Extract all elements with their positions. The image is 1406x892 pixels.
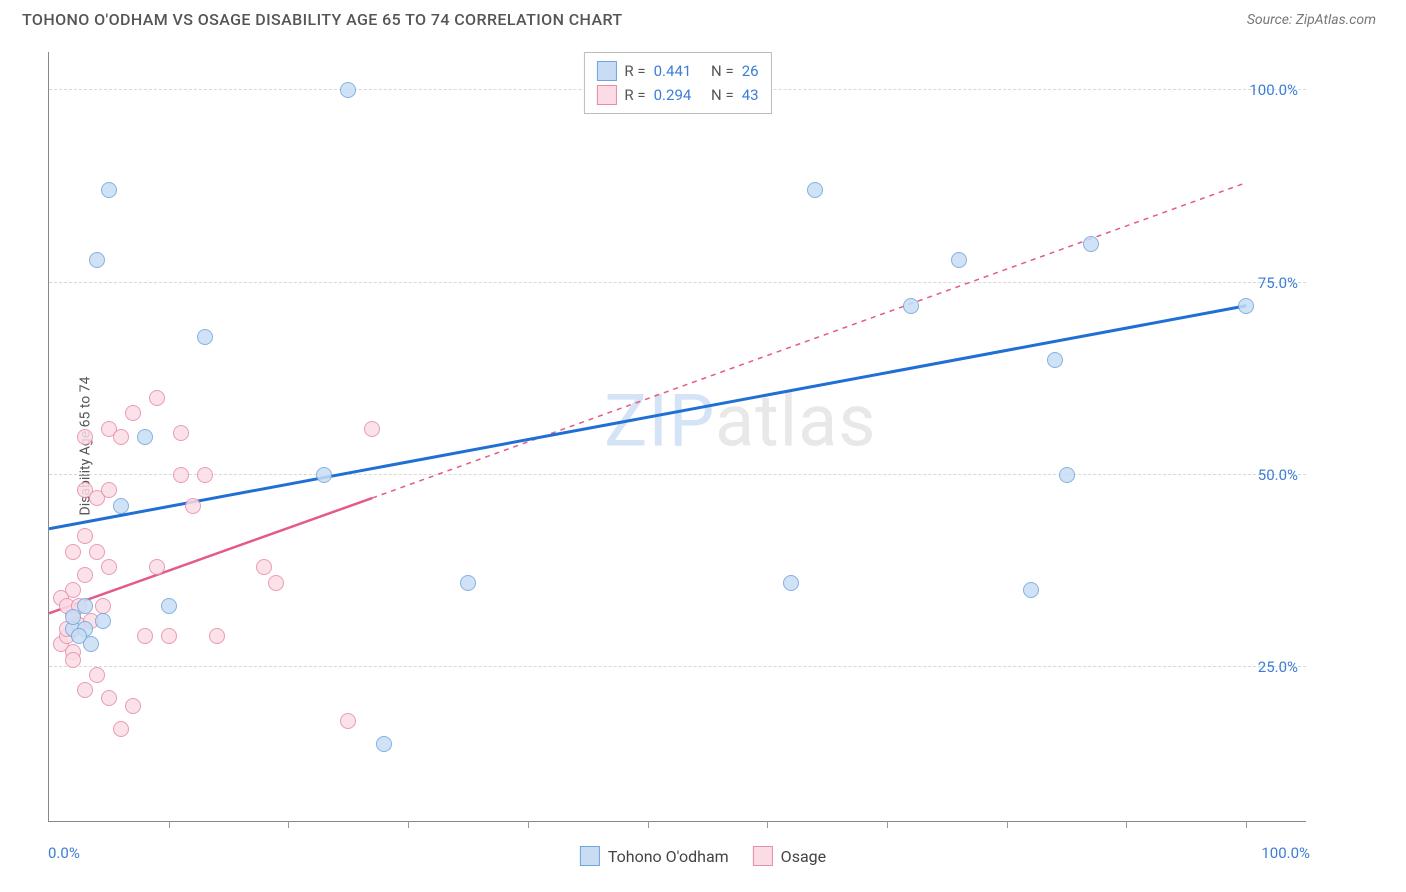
point-osage [161,628,177,644]
point-tohono [376,736,392,752]
n-value-tohono: 26 [742,59,759,83]
point-osage [65,652,81,668]
y-tick-label: 100.0% [1249,81,1298,99]
legend-label-tohono: Tohono O'odham [608,847,729,866]
point-tohono [101,182,117,198]
point-osage [101,559,117,575]
x-tick [887,821,888,828]
chart-plot-area: ZIPatlas R = 0.441 N = 26 R = 0.294 N = … [48,52,1306,822]
swatch-osage [596,85,616,105]
swatch-tohono-icon [580,846,600,866]
point-tohono [1023,582,1039,598]
point-tohono [316,467,332,483]
point-tohono [137,429,153,445]
chart-title: TOHONO O'ODHAM VS OSAGE DISABILITY AGE 6… [22,10,623,29]
point-osage [77,682,93,698]
stats-row-osage: R = 0.294 N = 43 [596,83,758,107]
point-osage [89,544,105,560]
point-tohono [77,598,93,614]
y-tick-label: 50.0% [1258,466,1298,484]
y-tick-label: 25.0% [1258,658,1298,676]
n-value-osage: 43 [742,83,759,107]
point-osage [101,482,117,498]
x-tick [288,821,289,828]
r-value-tohono: 0.441 [654,59,692,83]
legend-item-tohono: Tohono O'odham [580,846,729,866]
point-tohono [83,636,99,652]
x-tick [528,821,529,828]
x-tick-max: 100.0% [1261,844,1310,862]
gridline [49,666,1306,667]
point-osage [173,425,189,441]
point-tohono [903,298,919,314]
swatch-tohono [596,61,616,81]
x-tick [1126,821,1127,828]
x-tick [767,821,768,828]
y-tick-label: 75.0% [1258,274,1298,292]
swatch-osage-icon [753,846,773,866]
point-osage [125,405,141,421]
point-osage [149,390,165,406]
point-osage [137,628,153,644]
legend-label-osage: Osage [781,847,826,866]
x-tick [169,821,170,828]
point-osage [113,721,129,737]
point-osage [125,698,141,714]
stats-row-tohono: R = 0.441 N = 26 [596,59,758,83]
point-osage [113,429,129,445]
point-tohono [1047,352,1063,368]
point-osage [185,498,201,514]
point-tohono [161,598,177,614]
source-label: Source: ZipAtlas.com [1247,12,1376,28]
point-osage [197,467,213,483]
point-osage [101,690,117,706]
legend-item-osage: Osage [753,846,826,866]
point-osage [364,421,380,437]
point-tohono [1059,467,1075,483]
point-osage [89,667,105,683]
point-tohono [807,182,823,198]
r-value-osage: 0.294 [654,83,692,107]
x-tick-min: 0.0% [48,844,80,862]
point-tohono [1083,236,1099,252]
point-tohono [340,82,356,98]
point-osage [65,544,81,560]
point-tohono [460,575,476,591]
point-osage [77,528,93,544]
x-tick [648,821,649,828]
point-osage [268,575,284,591]
point-osage [256,559,272,575]
point-osage [95,598,111,614]
stats-legend: R = 0.441 N = 26 R = 0.294 N = 43 [583,52,771,114]
gridline [49,282,1306,283]
point-tohono [95,613,111,629]
point-osage [77,567,93,583]
series-legend: Tohono O'odham Osage [580,846,826,866]
x-tick [408,821,409,828]
point-tohono [113,498,129,514]
point-tohono [89,252,105,268]
point-osage [209,628,225,644]
point-tohono [951,252,967,268]
trend-lines [49,52,1306,821]
point-tohono [197,329,213,345]
gridline [49,474,1306,475]
x-tick [1246,821,1247,828]
point-tohono [1238,298,1254,314]
watermark: ZIPatlas [604,379,876,464]
point-tohono [783,575,799,591]
point-osage [77,429,93,445]
point-osage [173,467,189,483]
x-tick [1007,821,1008,828]
point-osage [340,713,356,729]
point-osage [149,559,165,575]
